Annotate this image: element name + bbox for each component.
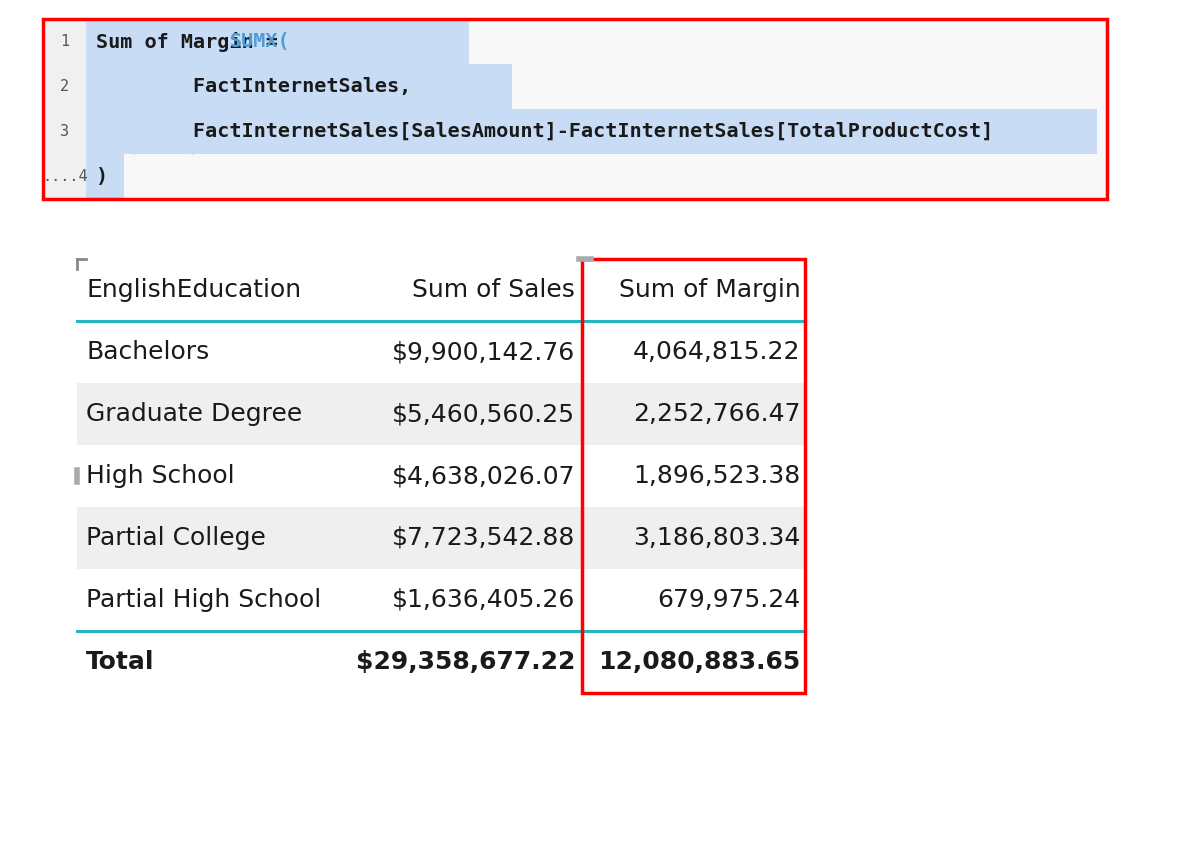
Text: 1: 1	[60, 34, 69, 49]
Text: $5,460,560.25: $5,460,560.25	[392, 402, 576, 426]
Text: 4,064,815.22: 4,064,815.22	[633, 340, 800, 364]
Text: ): )	[96, 167, 107, 186]
FancyBboxPatch shape	[86, 109, 1097, 154]
Text: Graduate Degree: Graduate Degree	[86, 402, 302, 426]
Text: 679,975.24: 679,975.24	[657, 588, 800, 612]
Text: 1,896,523.38: 1,896,523.38	[633, 464, 800, 488]
Text: ....4: ....4	[42, 169, 87, 184]
Text: 12,080,883.65: 12,080,883.65	[598, 650, 800, 674]
Text: Sum of Sales: Sum of Sales	[412, 278, 576, 302]
Text: $7,723,542.88: $7,723,542.88	[392, 526, 576, 550]
Text: Bachelors: Bachelors	[86, 340, 209, 364]
Text: SUMX(: SUMX(	[229, 32, 290, 51]
FancyBboxPatch shape	[86, 64, 512, 109]
Text: Partial College: Partial College	[86, 526, 266, 550]
Text: 2,252,766.47: 2,252,766.47	[633, 402, 800, 426]
Text: $29,358,677.22: $29,358,677.22	[356, 650, 576, 674]
Text: 3: 3	[60, 124, 69, 139]
Text: Total: Total	[86, 650, 155, 674]
Text: Sum of Margin =: Sum of Margin =	[96, 31, 290, 52]
Text: 2: 2	[60, 79, 69, 94]
Text: Partial High School: Partial High School	[86, 588, 321, 612]
FancyBboxPatch shape	[76, 631, 805, 693]
Text: High School: High School	[86, 464, 235, 488]
FancyBboxPatch shape	[76, 507, 805, 569]
FancyBboxPatch shape	[76, 445, 805, 507]
FancyBboxPatch shape	[76, 383, 805, 445]
FancyBboxPatch shape	[76, 259, 805, 321]
Text: $4,638,026.07: $4,638,026.07	[392, 464, 576, 488]
FancyBboxPatch shape	[76, 569, 805, 631]
FancyBboxPatch shape	[43, 19, 1107, 199]
Text: EnglishEducation: EnglishEducation	[86, 278, 301, 302]
FancyBboxPatch shape	[86, 19, 469, 64]
Text: 3,186,803.34: 3,186,803.34	[633, 526, 800, 550]
Text: $1,636,405.26: $1,636,405.26	[392, 588, 576, 612]
Text: FactInternetSales,: FactInternetSales,	[96, 77, 411, 96]
Text: $9,900,142.76: $9,900,142.76	[392, 340, 576, 364]
FancyBboxPatch shape	[43, 19, 86, 199]
FancyBboxPatch shape	[76, 321, 805, 383]
Text: Sum of Margin: Sum of Margin	[618, 278, 800, 302]
FancyBboxPatch shape	[86, 154, 123, 199]
Text: FactInternetSales[SalesAmount]-FactInternetSales[TotalProductCost]: FactInternetSales[SalesAmount]-FactInter…	[96, 122, 993, 141]
